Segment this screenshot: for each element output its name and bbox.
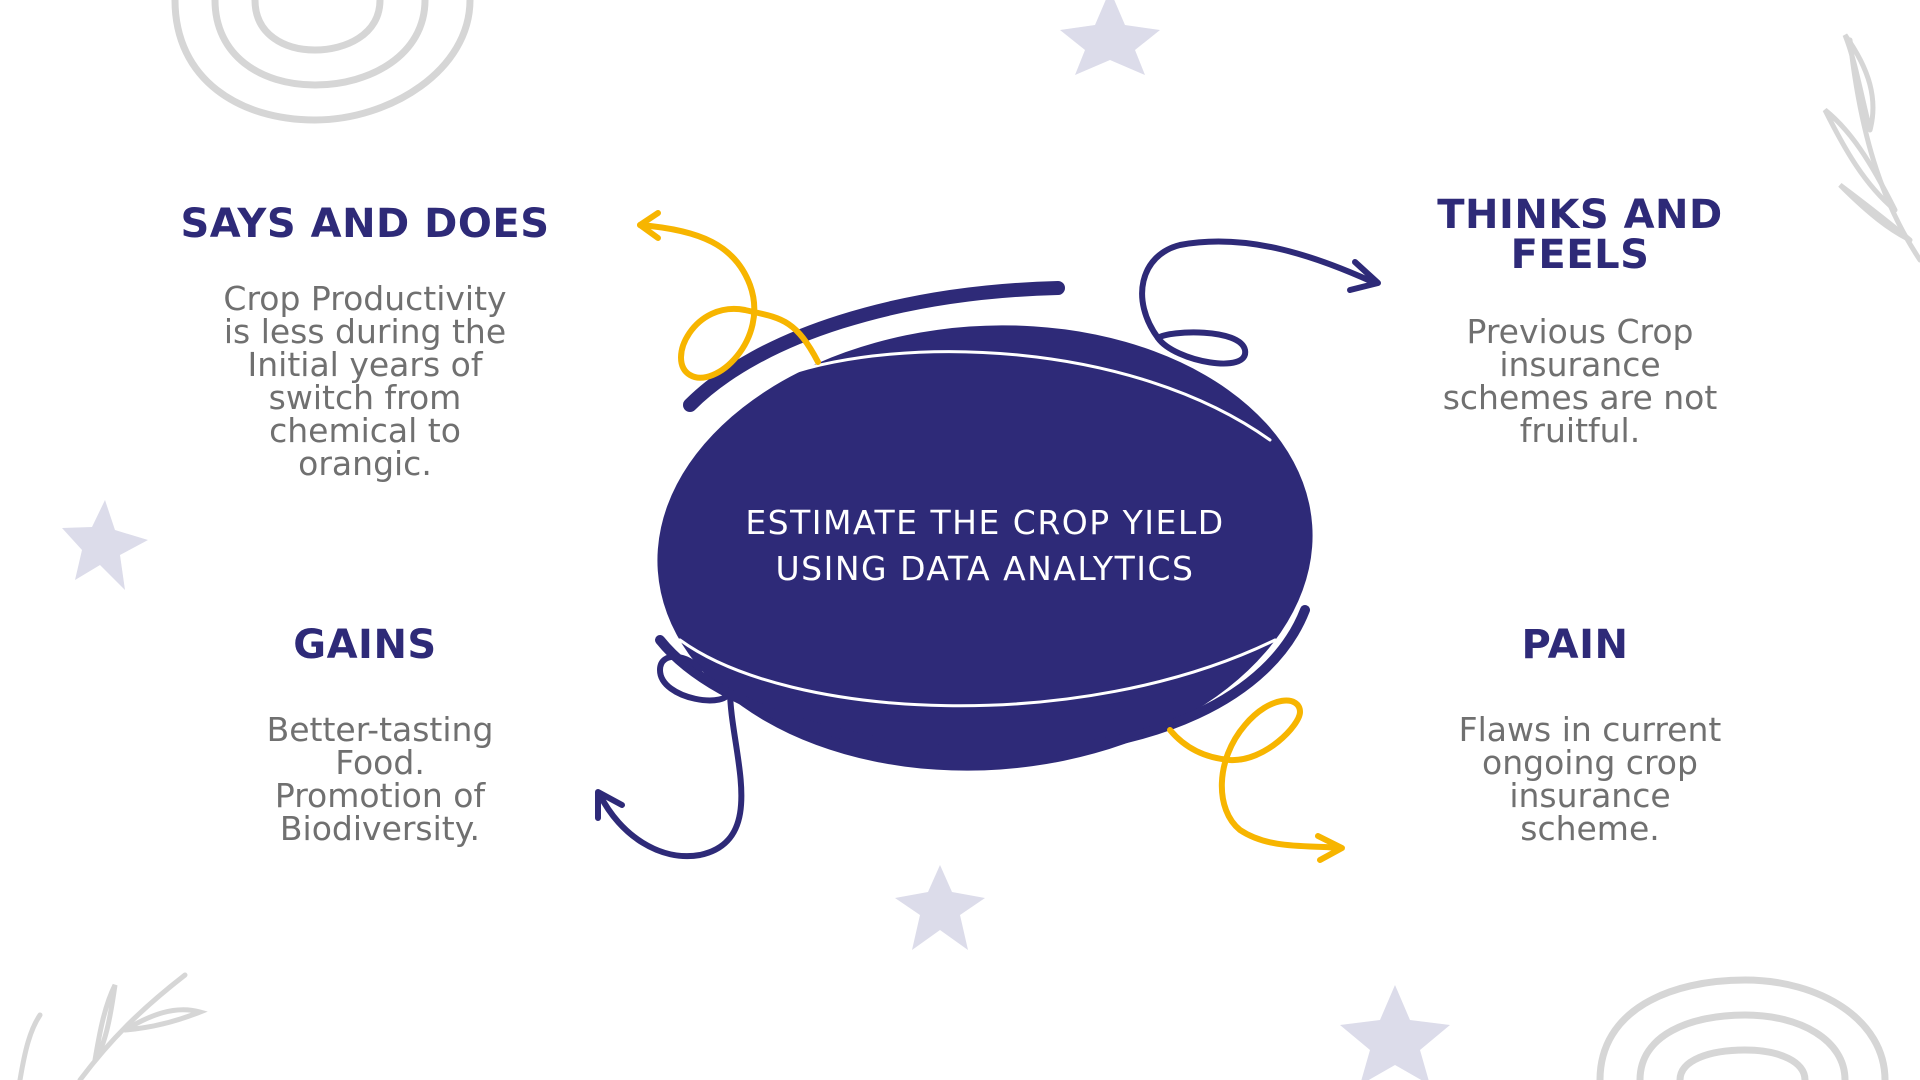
- star-icon: [62, 500, 148, 590]
- central-topic-line: ESTIMATE THE CROP YIELD: [745, 503, 1225, 542]
- body-line: insurance: [1509, 776, 1671, 815]
- body-line: Biodiversity.: [279, 809, 481, 848]
- pain-body: Flaws in current ongoing crop insurance …: [1425, 713, 1755, 845]
- central-blob: [655, 281, 1313, 771]
- connector-says-and-does: [637, 210, 821, 381]
- connector-pain: [1167, 697, 1345, 863]
- connector-gains: [595, 653, 745, 860]
- says-and-does-body: Crop Productivity is less during the Ini…: [190, 282, 540, 480]
- body-line: chemical to: [269, 411, 461, 450]
- body-line: switch from: [268, 378, 462, 417]
- body-line: insurance: [1499, 345, 1661, 384]
- connector-thinks-and-feels: [1139, 238, 1381, 367]
- body-line: Crop Productivity: [223, 279, 507, 318]
- body-line: is less during the: [223, 312, 507, 351]
- body-line: Previous Crop: [1466, 312, 1694, 351]
- thinks-and-feels-body: Previous Crop insurance schemes are not …: [1415, 315, 1745, 447]
- star-icon: [895, 865, 985, 950]
- thinks-and-feels-title: THINKS AND FEELS: [1430, 195, 1730, 275]
- body-line: Promotion of: [274, 776, 486, 815]
- star-icon: [1340, 985, 1450, 1080]
- body-line: schemes are not: [1442, 378, 1718, 417]
- gains-title: GAINS: [293, 622, 437, 668]
- body-line: Food.: [335, 743, 425, 782]
- title-line: FEELS: [1510, 232, 1650, 278]
- spiral-bottom-right-decor: [1596, 976, 1889, 1080]
- leaf-bottom-left-decor: [17, 972, 208, 1080]
- body-line: Initial years of: [247, 345, 483, 384]
- body-line: Flaws in current: [1458, 710, 1722, 749]
- star-decorations: [62, 0, 1450, 1080]
- title-line: THINKS AND: [1437, 192, 1723, 238]
- body-line: fruitful.: [1519, 411, 1641, 450]
- pain-title: PAIN: [1521, 622, 1629, 668]
- star-icon: [1060, 0, 1160, 75]
- leaf-top-right-decor: [1822, 33, 1920, 263]
- says-and-does-title: SAYS AND DOES: [180, 201, 550, 247]
- spiral-top-left-decor: [171, 0, 474, 124]
- central-topic: ESTIMATE THE CROP YIELD USING DATA ANALY…: [700, 500, 1270, 592]
- body-line: Better-tasting: [266, 710, 494, 749]
- gains-body: Better-tasting Food. Promotion of Biodiv…: [230, 713, 530, 845]
- body-line: scheme.: [1520, 809, 1660, 848]
- body-line: orangic.: [298, 444, 432, 483]
- body-line: ongoing crop: [1482, 743, 1698, 782]
- central-topic-line: USING DATA ANALYTICS: [775, 549, 1195, 588]
